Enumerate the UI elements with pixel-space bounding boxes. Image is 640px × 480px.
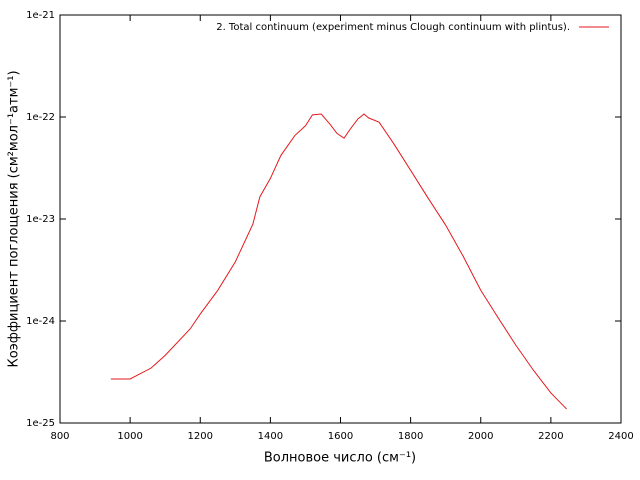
y-tick-label: 1e-25 xyxy=(26,418,55,429)
data-line xyxy=(110,113,568,410)
x-tick-label: 1600 xyxy=(328,431,353,442)
x-tick-label: 2000 xyxy=(468,431,493,442)
x-tick-label: 1400 xyxy=(258,431,283,442)
x-tick-label: 1000 xyxy=(117,431,142,442)
y-tick-label: 1e-24 xyxy=(26,316,55,327)
x-axis-label: Волновое число (см⁻¹) xyxy=(264,451,416,466)
y-tick-label: 1e-23 xyxy=(26,214,55,225)
y-axis-label: Коэффициент поглощения (см²мол⁻¹атм⁻¹) xyxy=(7,70,22,367)
x-tick-label: 1800 xyxy=(398,431,423,442)
x-tick-label: 2400 xyxy=(608,431,633,442)
x-tick-label: 1200 xyxy=(188,431,213,442)
y-tick-label: 1e-21 xyxy=(26,10,55,21)
x-tick-label: 800 xyxy=(50,431,69,442)
y-tick-label: 1e-22 xyxy=(26,112,55,123)
legend-label: 2. Total continuum (experiment minus Clo… xyxy=(216,22,570,33)
x-tick-label: 2200 xyxy=(538,431,563,442)
